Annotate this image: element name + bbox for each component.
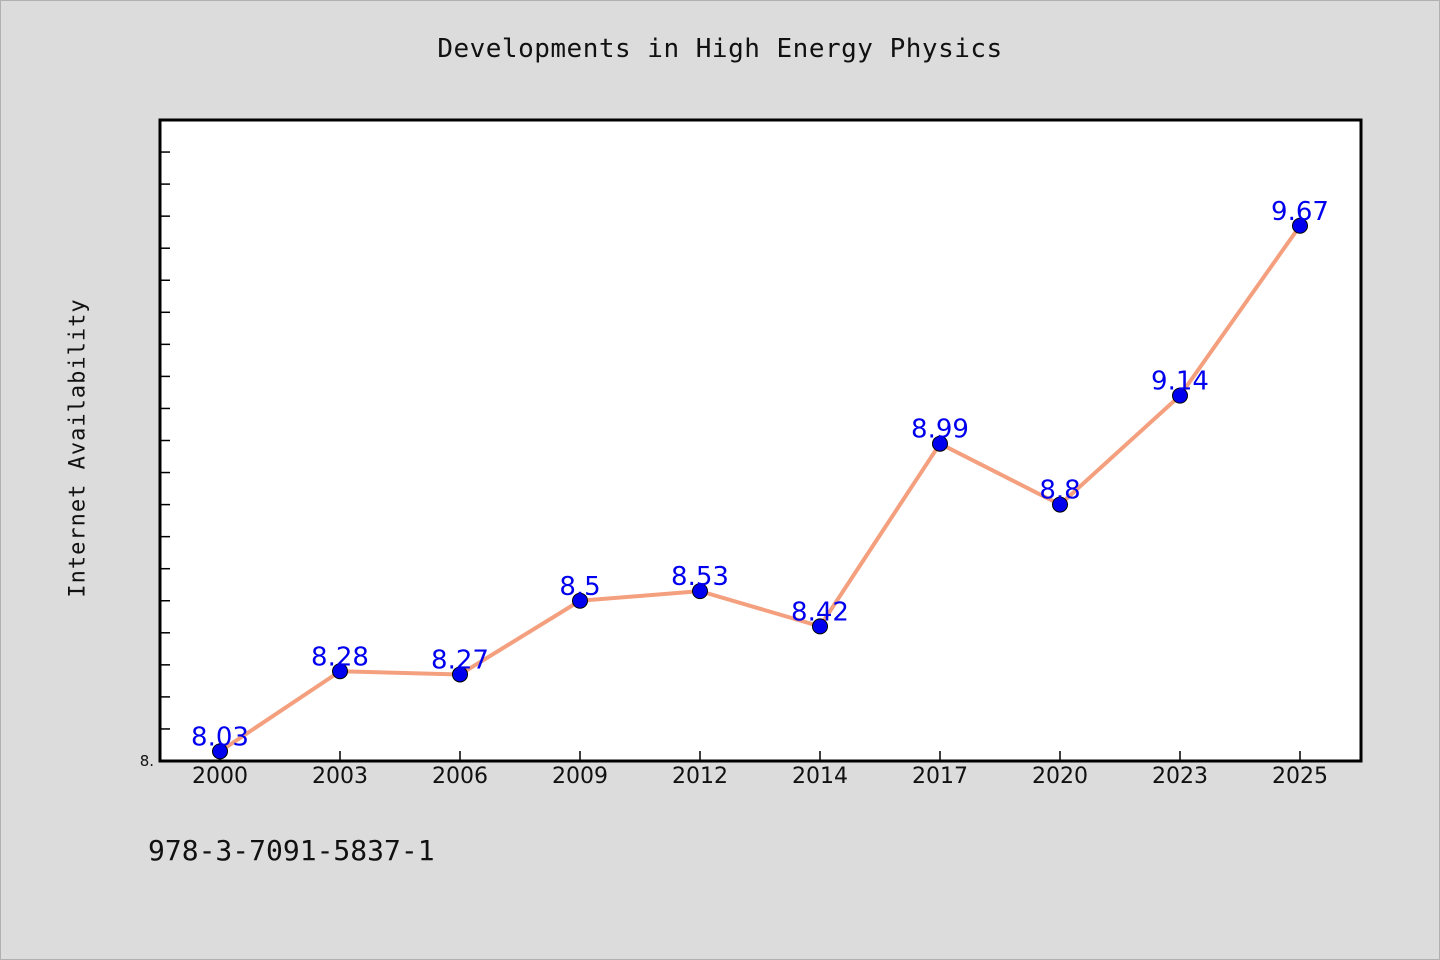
x-tick-label: 2014 <box>792 764 848 789</box>
chart-title: Developments in High Energy Physics <box>437 34 1003 64</box>
data-point <box>1172 387 1188 404</box>
x-tick-label: 2023 <box>1152 764 1208 789</box>
x-tick-label: 2000 <box>192 764 248 789</box>
data-point <box>932 435 948 452</box>
data-point <box>332 663 348 680</box>
x-tick-label: 2020 <box>1032 764 1088 789</box>
data-markers <box>212 217 1308 760</box>
data-point <box>1052 496 1068 513</box>
y-tick-label: 8. <box>140 752 154 770</box>
axis-ticks <box>160 151 1301 761</box>
data-point <box>212 743 228 760</box>
x-tick-label: 2017 <box>912 764 968 789</box>
y-tick-labels: 8. <box>140 752 154 770</box>
data-labels: 8.03 8.28 8.27 8.5 8.53 8.42 8.99 8.8 9.14 9.67 <box>191 197 1329 753</box>
x-tick-label: 2012 <box>672 764 728 789</box>
data-label: 8.99 <box>911 415 969 445</box>
series-line <box>218 224 1302 754</box>
data-label: 8.03 <box>191 722 249 752</box>
data-label: 8.8 <box>1039 476 1080 506</box>
data-label: 8.42 <box>791 597 849 627</box>
data-label: 8.27 <box>431 645 489 675</box>
plot-area <box>158 118 1363 763</box>
data-point <box>1292 217 1308 234</box>
x-tick-label: 2006 <box>432 764 488 789</box>
data-label: 8.53 <box>671 562 729 592</box>
x-tick-label: 2009 <box>552 764 608 789</box>
data-label: 9.67 <box>1271 197 1329 227</box>
data-point <box>812 618 828 635</box>
x-tick-label: 2025 <box>1272 764 1328 789</box>
data-label: 8.28 <box>311 642 369 672</box>
data-point <box>572 592 588 609</box>
data-point <box>452 666 468 683</box>
isbn-text: 978-3-7091-5837-1 <box>148 834 435 867</box>
x-tick-labels: 2000 2003 2006 2009 2012 2014 2017 2020 2023 2025 <box>192 764 1328 789</box>
data-label: 8.5 <box>559 572 600 602</box>
data-point <box>692 583 708 600</box>
data-label: 9.14 <box>1151 367 1209 397</box>
x-tick-label: 2003 <box>312 764 368 789</box>
